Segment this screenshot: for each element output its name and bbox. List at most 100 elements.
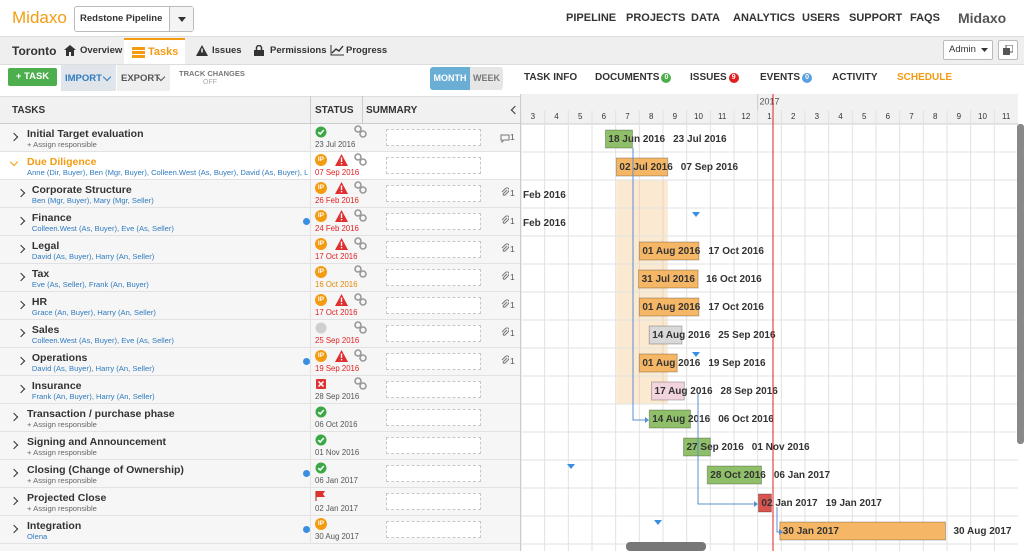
task-bar[interactable] (638, 269, 699, 289)
task-row[interactable]: Finance Colleen.West (As, Buyer), Eve (As… (0, 208, 520, 236)
task-bar[interactable] (638, 297, 700, 317)
summary-box[interactable] (386, 521, 481, 538)
month-label: 12 (741, 112, 750, 121)
panel-tab[interactable]: SCHEDULE (897, 72, 952, 83)
expand-chevron[interactable] (16, 272, 26, 282)
task-row[interactable]: Signing and Announcement + Assign respons… (0, 432, 520, 460)
nav-item[interactable]: SUPPORT (849, 12, 903, 24)
summary-box[interactable] (386, 297, 481, 314)
tab[interactable]: Progress (322, 38, 392, 64)
panel-tab[interactable]: EVENTS 0 (760, 72, 813, 83)
add-task-button[interactable]: + TASK (8, 68, 57, 86)
tab[interactable]: Tasks (124, 38, 185, 64)
task-bar[interactable] (648, 409, 691, 429)
task-people: + Assign responsible (27, 140, 97, 149)
task-bar[interactable] (757, 493, 772, 513)
tab[interactable]: Permissions (246, 38, 327, 64)
task-bar[interactable] (651, 381, 685, 401)
import-button[interactable]: IMPORT (61, 65, 116, 91)
column-header[interactable]: SUMMARY (366, 105, 418, 116)
nav-item[interactable]: DATA (691, 12, 720, 24)
task-bar[interactable] (638, 241, 700, 261)
expand-chevron[interactable] (9, 412, 19, 422)
horizontal-scrollbar[interactable] (626, 542, 706, 551)
panel-tab[interactable]: TASK INFO (524, 72, 577, 83)
task-row[interactable]: Sales Colleen.West (As, Buyer), Eve (As, … (0, 320, 520, 348)
expand-chevron[interactable] (16, 328, 26, 338)
nav-item[interactable]: FAQS (910, 12, 940, 24)
expand-chevron[interactable] (9, 468, 19, 478)
expand-chevron[interactable] (16, 216, 26, 226)
column-header[interactable]: STATUS (315, 105, 354, 116)
task-row[interactable]: Initial Target evaluation + Assign respon… (0, 124, 520, 152)
nav-item[interactable]: ANALYTICS (733, 12, 795, 24)
expand-chevron[interactable] (16, 244, 26, 254)
expand-chevron[interactable] (9, 157, 19, 167)
task-row[interactable]: Insurance Frank (An, Buyer), Harry (An, S… (0, 376, 520, 404)
status-flag-part (316, 491, 325, 497)
tab[interactable]: Issues (188, 38, 248, 64)
task-row[interactable]: HR Grace (An, Buyer), Harry (An, Seller) I… (0, 292, 520, 320)
summary-box[interactable] (386, 269, 481, 286)
expand-chevron[interactable] (16, 188, 26, 198)
link-icon-part (359, 270, 367, 278)
export-button[interactable]: EXPORT (117, 65, 170, 91)
end-label: 01 Nov 2016 (752, 442, 810, 453)
task-row[interactable]: Integration Olena IP 30 Aug 2017 (0, 516, 520, 544)
task-bar[interactable] (615, 157, 669, 177)
status-check (315, 406, 327, 418)
task-row[interactable]: Closing (Change of Ownership) + Assign re… (0, 460, 520, 488)
year-label: 2017 (759, 96, 779, 106)
task-row[interactable]: Corporate Structure Ben (Mgr, Buyer), Mar… (0, 180, 520, 208)
summary-box[interactable] (386, 157, 481, 174)
summary-box[interactable] (386, 185, 481, 202)
task-bar[interactable] (638, 353, 678, 373)
expand-chevron[interactable] (9, 440, 19, 450)
summary-box[interactable] (386, 325, 481, 342)
pipeline-caret[interactable] (169, 7, 193, 31)
expand-button[interactable] (998, 40, 1018, 60)
task-row[interactable]: Transaction / purchase phase + Assign res… (0, 404, 520, 432)
user-menu[interactable]: Admin (943, 40, 993, 60)
logo[interactable]: Midaxo (12, 8, 67, 27)
task-bar[interactable] (683, 437, 711, 457)
summary-box[interactable] (386, 465, 481, 482)
view-month[interactable]: MONTH (430, 67, 470, 90)
panel-tab[interactable]: DOCUMENTS 0 (595, 72, 672, 83)
tab[interactable]: Overview (56, 38, 122, 64)
nav-item[interactable]: PIPELINE (566, 12, 617, 24)
task-bar[interactable] (706, 465, 762, 485)
expand-chevron[interactable] (16, 384, 26, 394)
summary-box[interactable] (386, 213, 481, 230)
expand-chevron[interactable] (9, 132, 19, 142)
task-bar[interactable] (604, 129, 633, 149)
task-row[interactable]: Due Diligence Anne (Dir, Buyer), Ben (Mgr… (0, 152, 520, 180)
task-row[interactable]: Operations David (As, Buyer), Harry (An, … (0, 348, 520, 376)
nav-item[interactable]: PROJECTS (626, 12, 686, 24)
summary-box[interactable] (386, 381, 481, 398)
column-header[interactable]: TASKS (12, 105, 46, 116)
expand-chevron[interactable] (9, 496, 19, 506)
task-row[interactable]: Legal David (As, Buyer), Harry (An, Selle… (0, 236, 520, 264)
pipeline-select[interactable]: Redstone Pipeline (74, 6, 194, 32)
task-row[interactable]: Projected Close + Assign responsible 02 Ja… (0, 488, 520, 516)
nav-item[interactable]: USERS (802, 12, 840, 24)
expand-chevron[interactable] (16, 300, 26, 310)
summary-box[interactable] (386, 437, 481, 454)
expand-chevron[interactable] (9, 524, 19, 534)
summary-box[interactable] (386, 493, 481, 510)
view-week[interactable]: WEEK (470, 67, 503, 90)
panel-tab[interactable]: ACTIVITY (832, 72, 878, 83)
summary-box[interactable] (386, 129, 481, 146)
track-state[interactable]: OFF (203, 79, 217, 86)
task-bar[interactable] (648, 325, 683, 345)
summary-box[interactable] (386, 409, 481, 426)
summary-box[interactable] (386, 241, 481, 258)
end-label: 06 Oct 2016 (718, 414, 774, 425)
vertical-scrollbar[interactable] (1017, 124, 1024, 444)
summary-box[interactable] (386, 353, 481, 370)
panel-tab[interactable]: ISSUES 9 (690, 72, 739, 83)
track-changes[interactable]: TRACK CHANGES (179, 69, 245, 78)
task-row[interactable]: Tax Eve (As, Seller), Frank (An, Buyer) IP… (0, 264, 520, 292)
expand-chevron[interactable] (16, 356, 26, 366)
